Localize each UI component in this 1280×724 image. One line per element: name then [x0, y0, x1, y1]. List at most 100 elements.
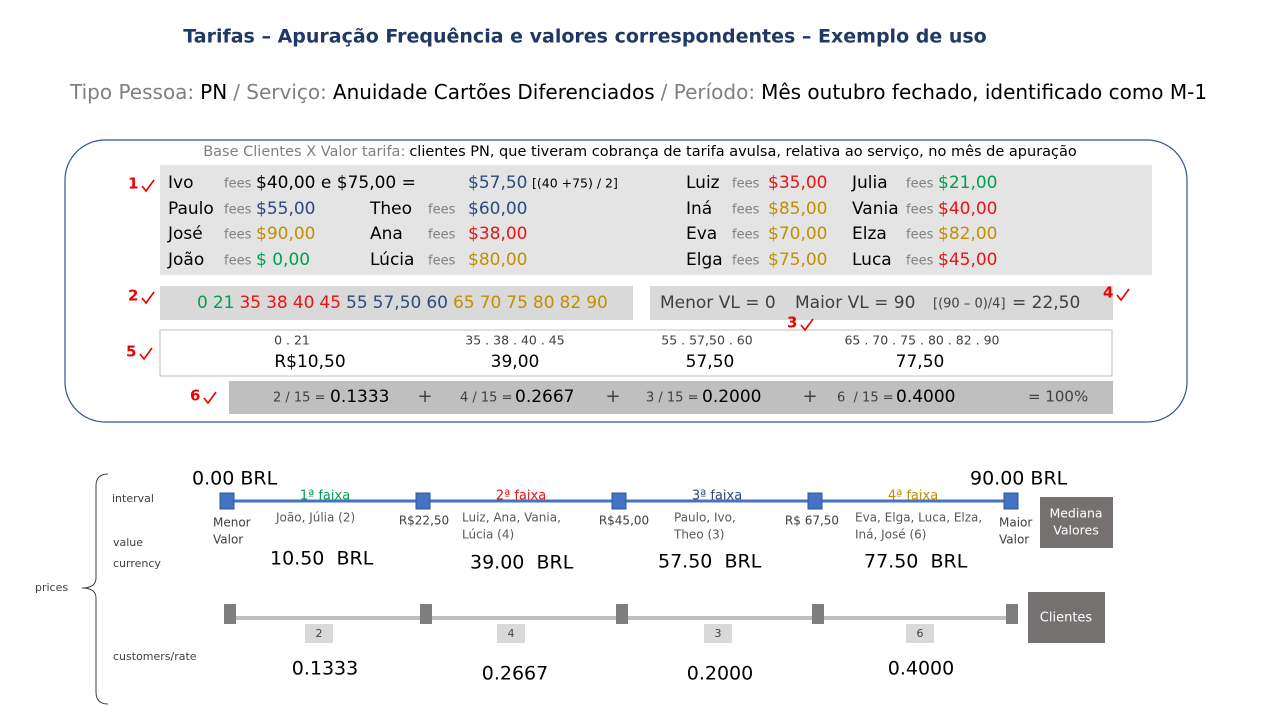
row-label: customers/rate	[113, 650, 197, 663]
fees-label: fees	[224, 203, 252, 218]
customer-name: Vania	[852, 199, 899, 219]
band-fraction: 4 / 15 =	[460, 391, 512, 406]
band-median-brl: 10.50 BRL	[270, 548, 374, 570]
plus-sign: +	[417, 386, 432, 407]
sorted-value: 90	[586, 293, 608, 313]
band-range: 0 . 21	[274, 333, 310, 348]
boundary-label: R$22,50	[399, 514, 449, 528]
fees-label: fees	[906, 254, 934, 269]
customer-value: $40,00	[938, 199, 997, 219]
count-box	[906, 624, 934, 643]
row-label: prices	[35, 581, 68, 594]
band-median: 77,50	[896, 352, 945, 372]
client-node	[224, 604, 236, 624]
price-node	[219, 492, 235, 510]
brace	[81, 473, 109, 705]
boundary-label: R$45,00	[599, 514, 649, 528]
sorted-value: 80	[533, 293, 555, 313]
customer-name: Julia	[851, 173, 888, 193]
price-node	[415, 492, 431, 510]
customer-name: Luiz	[686, 173, 720, 193]
fees-label: fees	[732, 228, 760, 243]
sorted-value: 35	[239, 293, 261, 313]
customer-value: $82,00	[938, 224, 997, 244]
base-line: Base Clientes X Valor tarifa: clientes PN…	[203, 144, 1077, 160]
boundary-label: R$ 67,50	[785, 514, 839, 528]
step-number: 4	[1103, 284, 1113, 302]
band-fraction: 6 / 15 =	[837, 391, 894, 406]
sorted-value: 21	[213, 293, 235, 313]
median-row-box	[159, 329, 1113, 377]
client-node	[812, 604, 824, 624]
band-median-brl: 39.00 BRL	[470, 552, 574, 574]
subtitle-part: / Serviço:	[233, 80, 327, 104]
customer-name: João	[167, 250, 204, 270]
row-label: currency	[113, 557, 161, 570]
count-box	[704, 624, 732, 643]
band-rate-big: 0.1333	[292, 658, 358, 680]
band-name: 2ª faixa	[496, 489, 546, 504]
sorted-value: 55	[346, 293, 368, 313]
customer-name: Elza	[852, 224, 887, 244]
customer-name: Elga	[686, 250, 723, 270]
customer-value: $35,00	[768, 173, 827, 193]
median-box	[1040, 497, 1113, 548]
sorted-value: 82	[560, 293, 582, 313]
customers-box	[160, 165, 1152, 275]
band-range: 55 . 57,50 . 60	[661, 333, 752, 348]
price-node	[611, 492, 627, 510]
sorted-value: 0	[197, 293, 208, 313]
customer-name: Ivo	[168, 173, 193, 193]
step-number: 2	[128, 287, 138, 305]
step-number: 6	[190, 387, 200, 405]
subtitle-part: / Período:	[661, 80, 755, 104]
check-icon	[203, 391, 217, 405]
band-median-brl: 77.50 BRL	[864, 551, 968, 573]
title: Tarifas – Apuração Frequência e valores …	[183, 26, 986, 48]
band-rate-big: 0.2000	[687, 663, 753, 685]
band-count: 4	[508, 627, 515, 640]
sorted-value: 65	[453, 293, 475, 313]
clients-box-label: Clientes	[1040, 611, 1093, 626]
fees-label: fees	[224, 228, 252, 243]
clients-box	[1028, 592, 1105, 643]
customer-value: $45,00	[938, 250, 997, 270]
step-number: 1	[128, 175, 138, 193]
band-members: Eva, Elga, Luca, Elza,	[855, 511, 982, 525]
fees-label: fees	[732, 203, 760, 218]
price-node	[1003, 492, 1019, 510]
band-median-brl: 57.50 BRL	[658, 551, 762, 573]
median-box-label: Mediana	[1049, 506, 1102, 521]
fees-label: fees	[906, 177, 934, 192]
plus-sign: +	[802, 386, 817, 407]
count-box	[305, 624, 333, 643]
sorted-value: 70	[480, 293, 502, 313]
step-number: 5	[126, 343, 136, 361]
boundary-label: Maior	[999, 516, 1032, 530]
band-members: Iná, José (6)	[855, 528, 926, 542]
sorted-values: 0 21 35 38 40 45 55 57,50 60 65 70 75 80 82 90	[197, 293, 608, 313]
band-fraction: 2 / 15 =	[273, 391, 325, 406]
subtitle: Tipo Pessoa: PN / Serviço: Anuidade Cartões…	[69, 80, 1207, 104]
scale-max: 90.00 BRL	[970, 468, 1068, 490]
band-rate-big: 0.4000	[888, 658, 954, 680]
customer-value: $55,00	[256, 199, 315, 219]
scale-min: 0.00 BRL	[192, 468, 278, 490]
check-icon	[800, 318, 814, 332]
fees-label: fees	[224, 177, 252, 192]
count-box	[497, 624, 525, 643]
fees-label: fees	[428, 203, 456, 218]
min-value: Menor VL = 0	[660, 293, 776, 313]
customer-name: Lúcia	[370, 250, 414, 270]
client-node	[616, 604, 628, 624]
row-label: interval	[112, 492, 154, 505]
customer-value: $80,00	[468, 250, 527, 270]
customer-value: $ 0,00	[256, 250, 310, 270]
customer-value: $60,00	[468, 199, 527, 219]
band-count: 6	[917, 627, 924, 640]
band-rate: 0.2000	[702, 387, 761, 407]
customer-note: [(40 +75) / 2]	[532, 176, 618, 191]
fees-label: fees	[906, 228, 934, 243]
band-rate-big: 0.2667	[482, 663, 548, 685]
